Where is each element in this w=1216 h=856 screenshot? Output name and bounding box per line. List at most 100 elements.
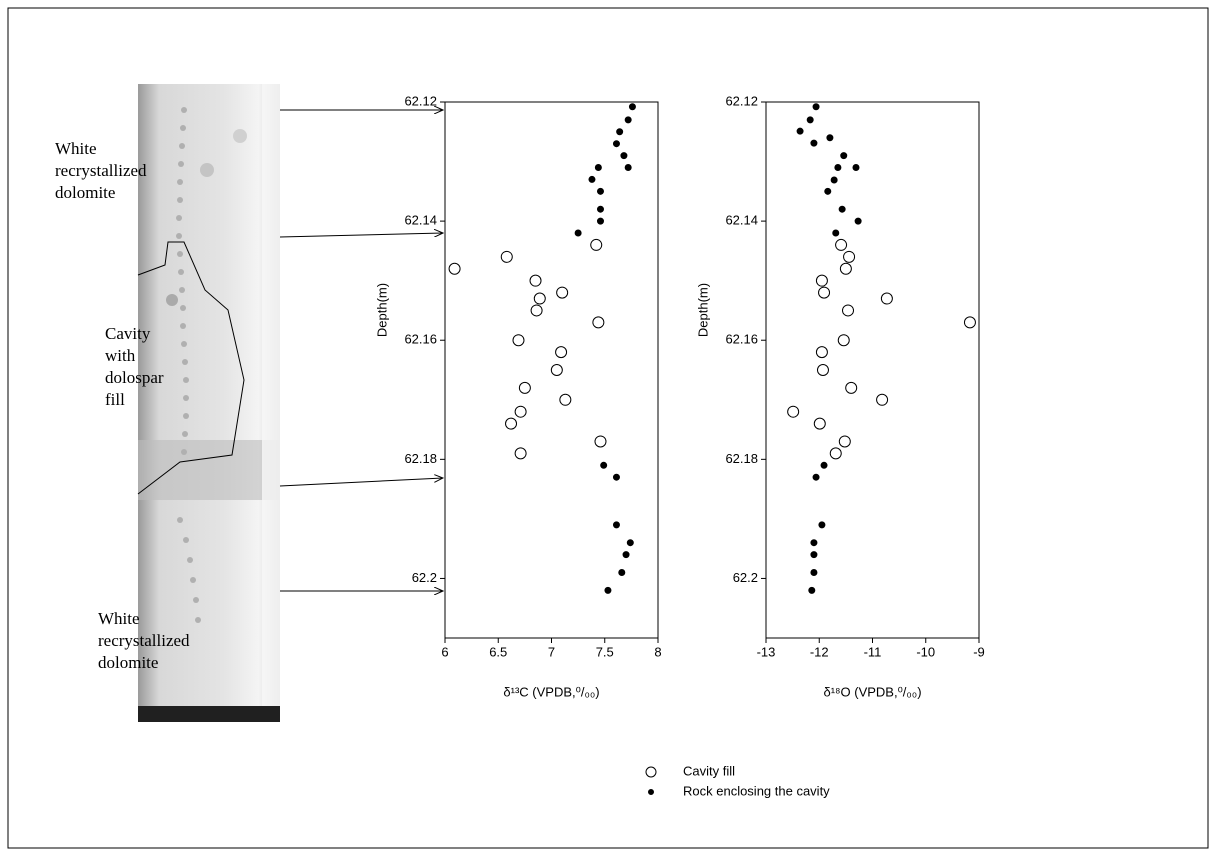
y-tick-label: 62.16 xyxy=(404,332,437,347)
data-point xyxy=(518,381,531,394)
data-point xyxy=(624,116,632,124)
legend-label: Cavity fill xyxy=(683,763,735,778)
data-point xyxy=(530,304,543,317)
data-point xyxy=(555,346,568,359)
data-point xyxy=(612,140,620,148)
data-point xyxy=(628,103,636,111)
y-axis-label: Depth(m) xyxy=(695,283,710,337)
data-point xyxy=(824,187,832,195)
photo-label: dolomite xyxy=(98,653,158,672)
data-point xyxy=(622,551,630,559)
data-point xyxy=(837,334,850,347)
data-point xyxy=(559,393,572,406)
data-point xyxy=(810,568,818,576)
data-point xyxy=(787,405,800,418)
data-point xyxy=(556,286,569,299)
photo-label: dolospar xyxy=(105,368,164,387)
x-axis-label: δ¹³C (VPDB,⁰/₀₀) xyxy=(503,684,599,699)
y-tick-label: 62.16 xyxy=(725,332,758,347)
data-point xyxy=(806,116,814,124)
data-point xyxy=(588,175,596,183)
data-point xyxy=(514,447,527,460)
data-point xyxy=(816,364,829,376)
y-tick-label: 62.14 xyxy=(404,213,437,228)
x-axis-label: δ¹⁸O (VPDB,⁰/₀₀) xyxy=(823,684,921,699)
data-point xyxy=(829,447,842,460)
frame xyxy=(7,7,1209,849)
data-point xyxy=(594,164,602,172)
data-point xyxy=(604,586,612,594)
plot-frame xyxy=(765,101,980,639)
photo-label: White xyxy=(55,139,97,158)
data-point xyxy=(838,205,846,213)
data-point xyxy=(826,134,834,142)
data-point xyxy=(600,461,608,469)
data-point xyxy=(514,405,527,418)
data-point xyxy=(813,417,826,430)
x-tick-label: -12 xyxy=(810,644,829,659)
x-tick-label: 7.5 xyxy=(596,644,614,659)
data-point xyxy=(812,473,820,481)
y-axis-label: Depth(m) xyxy=(374,283,389,337)
data-point xyxy=(796,127,804,135)
y-tick-label: 62.18 xyxy=(404,451,437,466)
photo-label: White xyxy=(98,609,140,628)
data-point xyxy=(596,187,604,195)
data-point xyxy=(505,417,518,430)
data-point xyxy=(574,229,582,237)
data-point xyxy=(845,381,858,394)
data-point xyxy=(620,152,628,160)
data-point xyxy=(842,304,855,317)
photo-label: with xyxy=(105,346,136,365)
data-point xyxy=(812,103,820,111)
y-tick-label: 62.2 xyxy=(412,570,437,585)
data-point xyxy=(815,346,828,359)
data-point xyxy=(612,473,620,481)
data-point xyxy=(810,551,818,559)
data-point xyxy=(594,435,607,448)
data-point xyxy=(616,128,624,136)
photo-label: fill xyxy=(105,390,125,409)
data-point xyxy=(612,521,620,529)
data-point xyxy=(596,205,604,213)
legend-marker xyxy=(645,766,657,778)
data-point xyxy=(596,217,604,225)
data-point xyxy=(876,393,889,406)
data-point xyxy=(839,262,852,275)
y-tick-label: 62.12 xyxy=(404,93,437,108)
data-point xyxy=(963,316,976,329)
data-point xyxy=(550,364,563,376)
data-point xyxy=(834,164,842,172)
data-point xyxy=(810,139,818,147)
data-point xyxy=(840,152,848,160)
data-point xyxy=(854,217,862,225)
data-point xyxy=(624,164,632,172)
x-tick-label: 6.5 xyxy=(489,644,507,659)
data-point xyxy=(843,250,856,263)
photo-label: dolomite xyxy=(55,183,115,202)
data-point xyxy=(512,334,525,347)
x-tick-label: -11 xyxy=(864,644,882,659)
x-tick-label: 6 xyxy=(441,644,448,659)
data-point xyxy=(818,286,831,299)
x-tick-label: 8 xyxy=(654,644,661,659)
data-point xyxy=(830,176,838,184)
data-point xyxy=(818,521,826,529)
x-tick-label: 7 xyxy=(548,644,555,659)
x-tick-label: -13 xyxy=(757,644,776,659)
data-point xyxy=(448,262,461,275)
photo-label: recrystallized xyxy=(98,631,190,650)
data-point xyxy=(835,238,848,251)
x-tick-label: -10 xyxy=(916,644,935,659)
legend-label: Rock enclosing the cavity xyxy=(683,783,830,798)
data-point xyxy=(626,539,634,547)
y-tick-label: 62.12 xyxy=(725,93,758,108)
data-point xyxy=(808,586,816,594)
data-point xyxy=(815,274,828,287)
core-photo xyxy=(137,84,280,722)
data-point xyxy=(832,229,840,237)
data-point xyxy=(592,316,605,329)
data-point xyxy=(529,274,542,287)
y-tick-label: 62.2 xyxy=(733,570,758,585)
